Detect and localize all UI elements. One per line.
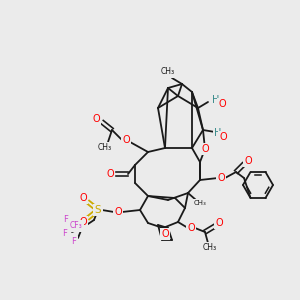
Text: O: O: [244, 156, 252, 166]
Text: O: O: [187, 223, 195, 233]
Text: S: S: [95, 205, 101, 215]
Text: O: O: [114, 207, 122, 217]
Text: O: O: [218, 99, 226, 109]
Text: O: O: [161, 229, 169, 239]
Text: CH₃: CH₃: [203, 244, 217, 253]
Text: CH₃: CH₃: [98, 143, 112, 152]
Text: O: O: [79, 217, 87, 227]
Text: O: O: [217, 173, 225, 183]
Text: O: O: [106, 169, 114, 179]
Text: O: O: [219, 132, 227, 142]
Text: F: F: [72, 238, 76, 247]
Text: CH₃: CH₃: [161, 68, 175, 76]
Text: O: O: [79, 193, 87, 203]
Text: F: F: [63, 229, 68, 238]
Text: O: O: [215, 218, 223, 228]
Text: CF₃: CF₃: [70, 221, 83, 230]
Text: H: H: [214, 128, 222, 138]
Text: O: O: [92, 114, 100, 124]
Text: CH₃: CH₃: [194, 200, 206, 206]
Text: O: O: [201, 144, 209, 154]
Text: O: O: [122, 135, 130, 145]
Text: H: H: [212, 95, 220, 105]
Text: F: F: [64, 215, 68, 224]
